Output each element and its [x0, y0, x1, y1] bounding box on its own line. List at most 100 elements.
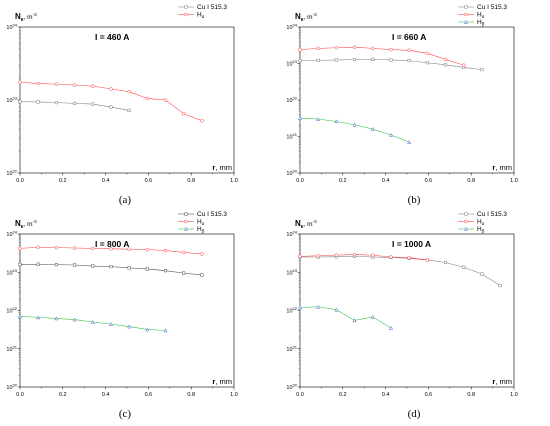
legend-series-name: Cu I 515.3: [197, 211, 227, 218]
y-tick-base: 10: [286, 98, 292, 104]
y-tick-label: 1021: [6, 344, 17, 353]
data-point-triangle: [127, 324, 132, 329]
y-axis-label-unit: , m: [304, 14, 313, 21]
y-tick-base: 10: [286, 62, 292, 68]
series-line-2: [299, 117, 410, 143]
data-point-circle: [200, 252, 204, 256]
legend-entry: Hα: [477, 219, 485, 227]
legend-entry: Hβ: [477, 226, 485, 234]
plot-frame: [19, 26, 235, 174]
y-tick-exponent: 23: [293, 268, 298, 273]
data-point-circle: [316, 46, 320, 51]
data-point-circle: [127, 89, 131, 94]
y-axis-label: Ne, m-3: [295, 219, 317, 230]
legend-series-name: H: [197, 219, 202, 226]
data-point-triangle: [388, 132, 393, 137]
chart-title: I = 460 A: [95, 32, 129, 42]
x-axis-label-symbol: r: [212, 377, 215, 386]
y-axis-label: Ne, m-3: [15, 219, 37, 230]
y-tick-base: 10: [6, 309, 12, 315]
legend-series-name: Cu I 515.3: [477, 211, 507, 218]
legend-entry: Cu I 515.3: [477, 4, 507, 11]
legend-series-name: H: [477, 19, 482, 26]
legend-series-subscript: β: [482, 22, 485, 27]
y-tick-exponent: 20: [293, 169, 298, 174]
x-axis-label-symbol: r: [212, 163, 215, 172]
data-point-circle: [352, 45, 357, 49]
data-point-circle: [407, 48, 411, 53]
x-axis-label-symbol: r: [492, 163, 495, 172]
series-line-1: [299, 254, 428, 261]
data-point-square: [127, 108, 131, 112]
data-point-circle: [407, 255, 411, 260]
x-tick-label: 0.0: [296, 392, 304, 398]
data-point-triangle: [163, 328, 168, 333]
data-point-triangle: [334, 119, 339, 124]
y-tick-base: 10: [286, 232, 292, 238]
legend-marker-circle: [464, 12, 468, 17]
data-point-triangle: [36, 315, 41, 320]
x-tick-label: 0.0: [16, 178, 24, 184]
y-axis-label-superscript: -3: [313, 219, 317, 224]
data-point-circle: [36, 81, 40, 86]
chart-panel-b: 0.0 0.2 0.4 0.6 0.8 1.010241023102210211020Ne…: [286, 4, 517, 206]
data-point-circle: [18, 80, 22, 85]
y-tick-exponent: 22: [13, 169, 18, 174]
y-axis-label-subscript: e: [21, 17, 24, 23]
y-tick-label: 1024: [286, 23, 297, 32]
data-point-square: [425, 61, 429, 65]
data-point-triangle: [316, 304, 321, 309]
data-point-circle: [36, 245, 40, 250]
data-point-circle: [316, 254, 320, 258]
y-axis-label-subscript: e: [301, 17, 304, 23]
legend-series-subscript: β: [482, 229, 485, 234]
legend-series-name: Cu I 515.3: [477, 4, 507, 11]
y-axis-label-superscript: -3: [313, 12, 317, 17]
y-tick-exponent: 21: [293, 344, 298, 349]
data-point-triangle: [297, 116, 303, 120]
y-tick-exponent: 23: [13, 96, 18, 101]
y-tick-base: 10: [286, 171, 292, 177]
y-axis-label: Ne, m-3: [295, 12, 317, 23]
data-point-circle: [443, 57, 448, 62]
legend-series-subscript: α: [202, 221, 205, 226]
y-axis-label-subscript: e: [301, 224, 304, 230]
x-tick-label: 0.2: [59, 178, 67, 184]
data-point-square: [316, 58, 320, 62]
x-tick-label: 0.8: [467, 392, 475, 398]
y-axis-label-symbol: N: [295, 219, 301, 228]
data-point-triangle: [145, 327, 150, 332]
y-tick-label: 1024: [286, 230, 297, 239]
data-point-circle: [181, 250, 186, 255]
y-tick-exponent: 24: [293, 23, 298, 28]
data-point-circle: [145, 96, 150, 101]
data-point-circle: [91, 246, 95, 251]
y-tick-exponent: 21: [13, 344, 18, 349]
y-tick-base: 10: [6, 232, 12, 238]
x-axis-label-unit: , mm: [215, 163, 232, 172]
y-axis-label-unit: , m: [24, 221, 33, 228]
data-point-circle: [371, 46, 375, 51]
y-tick-base: 10: [286, 25, 292, 31]
data-point-triangle: [352, 122, 357, 127]
data-point-triangle: [334, 307, 339, 312]
legend-entry: Hα: [197, 219, 205, 227]
y-tick-base: 10: [286, 347, 292, 353]
legend-entry: Cu I 515.3: [197, 211, 227, 218]
legend-marker-circle: [184, 12, 188, 17]
panel-label: (b): [408, 194, 421, 206]
y-tick-exponent: 20: [13, 383, 18, 388]
data-point-triangle: [407, 140, 412, 144]
chart-panel-c: 0.0 0.2 0.4 0.6 0.8 1.010241023102210211020Ne…: [6, 211, 237, 420]
data-point-circle: [109, 87, 113, 91]
data-point-circle: [461, 63, 466, 67]
y-tick-exponent: 23: [293, 59, 298, 64]
x-tick-label: 0.8: [467, 178, 475, 184]
data-point-square: [443, 63, 448, 67]
data-point-square: [371, 57, 375, 61]
data-point-triangle: [17, 314, 23, 319]
x-tick-label: 0.0: [296, 178, 304, 184]
